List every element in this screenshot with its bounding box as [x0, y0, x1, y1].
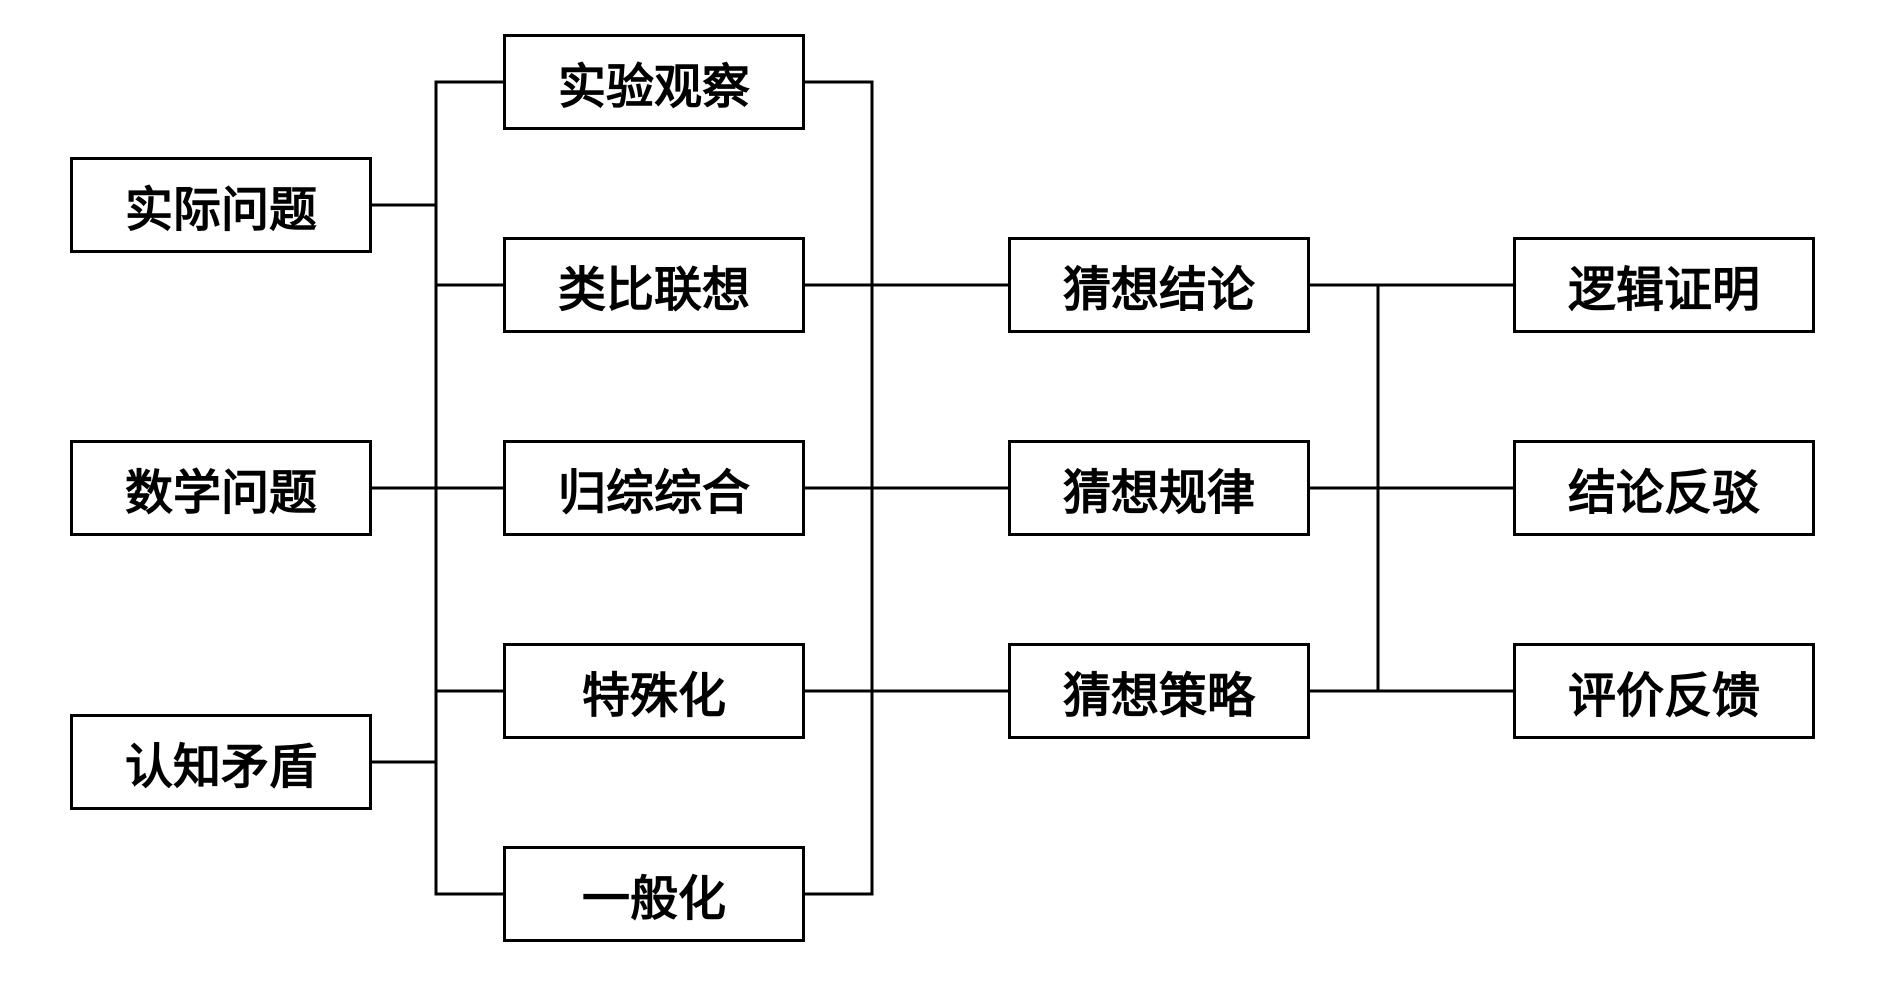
node-n32: 猜想规律 — [1008, 440, 1310, 536]
node-n42: 结论反驳 — [1513, 440, 1815, 536]
node-n41: 逻辑证明 — [1513, 237, 1815, 333]
node-n24: 特殊化 — [503, 643, 805, 739]
node-n25: 一般化 — [503, 846, 805, 942]
node-n23: 归综综合 — [503, 440, 805, 536]
node-n21: 实验观察 — [503, 34, 805, 130]
node-n22: 类比联想 — [503, 237, 805, 333]
node-n33: 猜想策略 — [1008, 643, 1310, 739]
node-n13: 认知矛盾 — [70, 714, 372, 810]
node-n11: 实际问题 — [70, 157, 372, 253]
node-n31: 猜想结论 — [1008, 237, 1310, 333]
node-n12: 数学问题 — [70, 440, 372, 536]
node-n43: 评价反馈 — [1513, 643, 1815, 739]
